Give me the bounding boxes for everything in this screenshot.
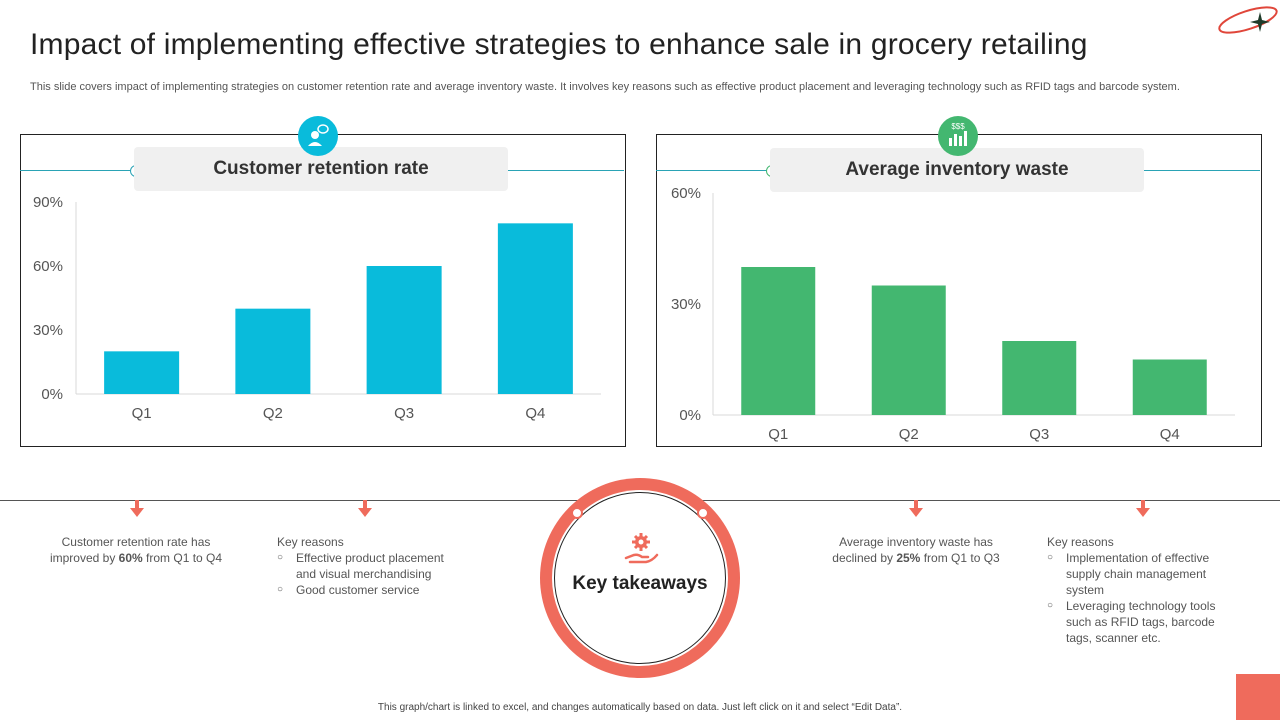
retention-reasons-list: Effective product placement and visual m… [277, 550, 447, 598]
arrow-down-icon [1136, 500, 1150, 517]
x-tick-label: Q2 [263, 405, 283, 422]
retention-header-circle [298, 116, 338, 156]
ring-knob-left [571, 507, 583, 519]
y-tick-label: 0% [679, 407, 701, 424]
x-tick-label: Q4 [525, 405, 545, 422]
svg-text:$$$: $$$ [951, 122, 965, 131]
company-logo-icon [1218, 6, 1278, 34]
bar-q1[interactable] [741, 267, 816, 415]
x-tick-label: Q1 [132, 405, 152, 422]
list-item: Good customer service [277, 582, 447, 598]
list-item: Implementation of effective supply chain… [1047, 550, 1237, 598]
bar-q3[interactable] [1002, 341, 1077, 415]
footer-note: This graph/chart is linked to excel, and… [377, 702, 903, 713]
retention-summary: Customer retention rate has improved by … [46, 534, 226, 566]
inventory-header-circle: $$$ [938, 116, 978, 156]
ring-knob-right [697, 507, 709, 519]
y-tick-label: 0% [41, 386, 63, 403]
y-tick-label: 60% [671, 185, 701, 202]
bar-q4[interactable] [497, 223, 573, 394]
x-tick-label: Q3 [394, 405, 414, 422]
inventory-chart[interactable]: 0% 30% 60% Q1 Q2 Q3 Q4 [657, 135, 1261, 446]
inventory-reasons-heading: Key reasons [1047, 535, 1114, 549]
x-tick-label: Q1 [768, 426, 788, 443]
arrow-down-icon [358, 500, 372, 517]
bar-q4[interactable] [1132, 359, 1207, 416]
hand-gear-icon [624, 533, 659, 564]
retention-chart-title: Customer retention rate [134, 147, 508, 191]
y-tick-label: 30% [33, 322, 63, 339]
inventory-summary-post: from Q1 to Q3 [920, 551, 1000, 565]
bar-q1[interactable] [104, 351, 180, 394]
inventory-reasons-list: Implementation of effective supply chain… [1047, 550, 1237, 646]
page-subtitle: This slide covers impact of implementing… [30, 81, 1180, 93]
x-tick-label: Q2 [899, 426, 919, 443]
arrow-down-icon [130, 500, 144, 517]
retention-summary-value: 60% [118, 551, 143, 565]
page-title: Impact of implementing effective strateg… [30, 28, 1088, 61]
retention-reasons-heading: Key reasons [277, 535, 344, 549]
corner-accent [1236, 674, 1280, 720]
y-tick-label: 60% [33, 258, 63, 275]
bar-q3[interactable] [366, 266, 442, 394]
inventory-summary-pre: Average inventory waste has declined by [832, 535, 993, 565]
key-takeaways-ring-border [554, 492, 726, 664]
list-item: Leveraging technology tools such as RFID… [1047, 598, 1237, 646]
bar-q2[interactable] [871, 285, 946, 416]
x-tick-label: Q3 [1029, 426, 1049, 443]
inventory-summary-value: 25% [896, 551, 921, 565]
bar-q2[interactable] [235, 308, 311, 394]
inventory-reasons: Key reasons Implementation of effective … [1047, 534, 1237, 646]
retention-chart[interactable]: 0% 30% 60% 90% Q1 Q2 Q3 Q4 [21, 135, 625, 446]
x-tick-label: Q4 [1160, 426, 1180, 443]
key-takeaways-label: Key takeaways [572, 573, 708, 594]
list-item: Effective product placement and visual m… [277, 550, 447, 582]
y-tick-label: 30% [671, 296, 701, 313]
customer-chat-icon [308, 124, 329, 146]
retention-summary-pre: Customer retention rate has improved by [49, 535, 211, 565]
arrow-down-icon [909, 500, 923, 517]
retention-summary-post: from Q1 to Q4 [142, 551, 223, 565]
money-growth-icon: $$$ [949, 122, 967, 146]
inventory-chart-title: Average inventory waste [770, 148, 1144, 192]
y-tick-label: 90% [33, 194, 63, 211]
retention-reasons: Key reasons Effective product placement … [277, 534, 447, 598]
inventory-summary: Average inventory waste has declined by … [826, 534, 1006, 566]
